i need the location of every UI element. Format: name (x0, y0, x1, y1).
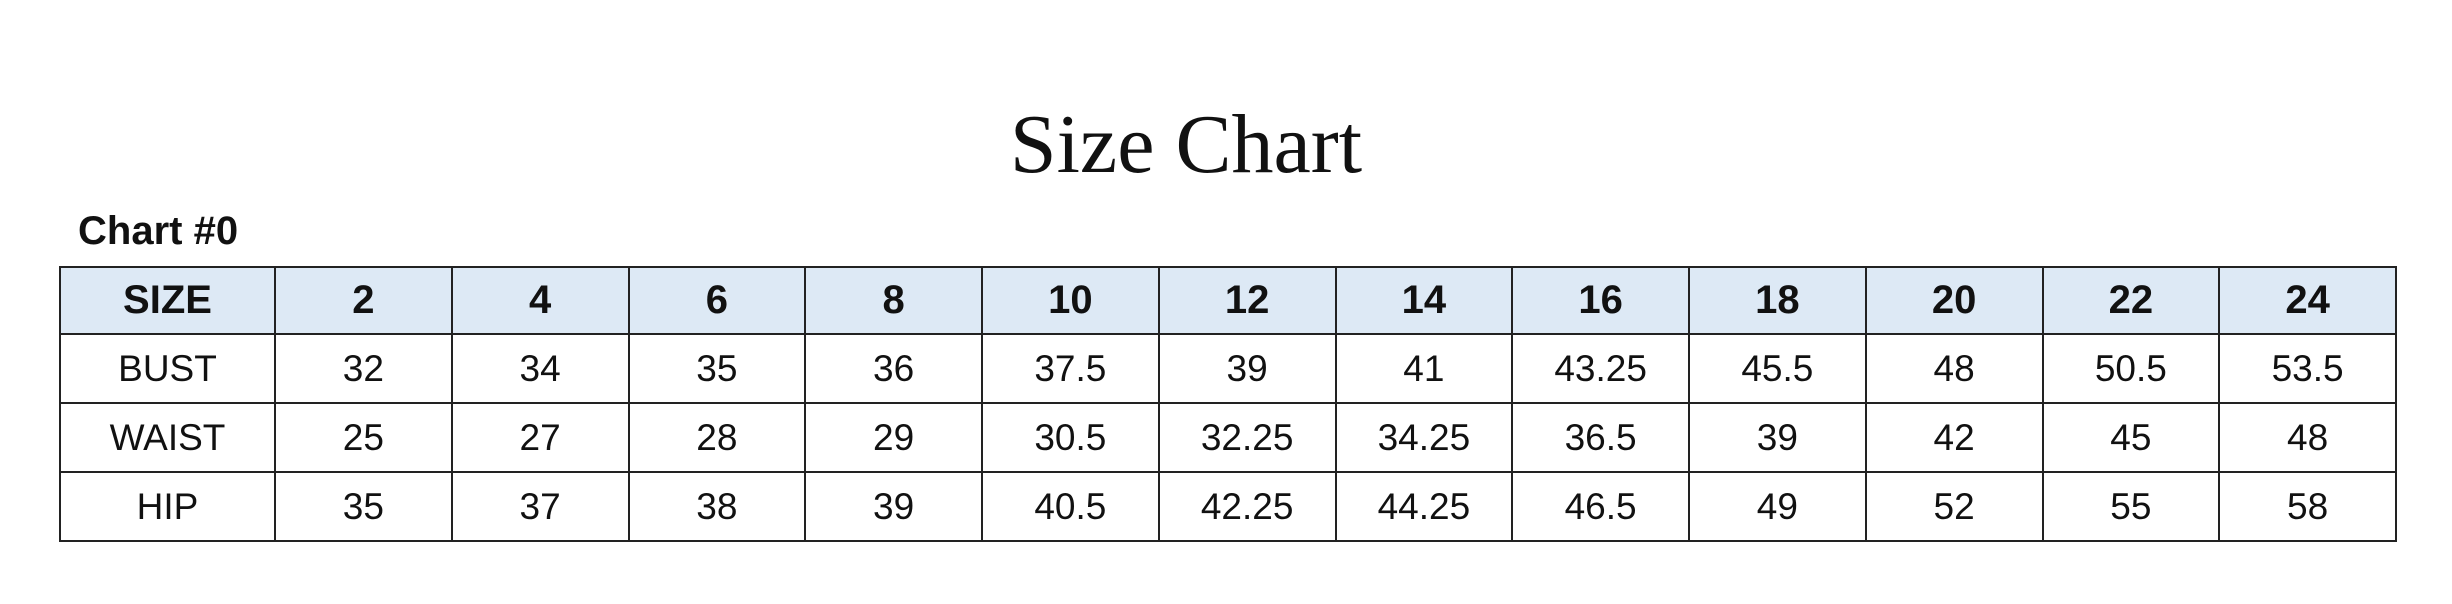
table-cell: 35 (627, 333, 807, 404)
table-cell: 43.25 (1511, 333, 1690, 404)
table-cell: 58 (2218, 471, 2397, 542)
table-cell: 42.25 (1157, 471, 1337, 542)
header-size-8: 8 (804, 266, 983, 335)
table-cell: 37 (450, 471, 630, 542)
table-cell: 49 (1688, 471, 1867, 542)
header-row: SIZE 2 4 6 8 10 12 14 16 18 20 22 24 (59, 266, 2397, 335)
table-cell: 46.5 (1511, 471, 1690, 542)
header-size-2: 2 (274, 266, 453, 335)
row-label: BUST (59, 333, 276, 404)
table-cell: 32.25 (1157, 402, 1337, 473)
header-size-10: 10 (981, 266, 1160, 335)
header-size-18: 18 (1688, 266, 1867, 335)
table-cell: 41 (1334, 333, 1514, 404)
table-cell: 35 (274, 471, 453, 542)
row-label: WAIST (59, 402, 276, 473)
table-cell: 39 (804, 471, 983, 542)
table-cell: 52 (1864, 471, 2044, 542)
page-title: Size Chart (1009, 98, 1363, 191)
table-cell: 39 (1688, 402, 1867, 473)
chart-subtitle: Chart #0 (78, 209, 239, 253)
table-row-hip: HIP 35 37 38 39 40.5 42.25 44.25 46.5 49 52 55 58 (59, 471, 2397, 542)
table-cell: 50.5 (2041, 333, 2221, 404)
header-size-16: 16 (1511, 266, 1690, 335)
table-cell: 27 (450, 402, 630, 473)
header-size-4: 4 (450, 266, 630, 335)
table-cell: 36 (804, 333, 983, 404)
table-cell: 34 (450, 333, 630, 404)
header-size-14: 14 (1334, 266, 1514, 335)
table-cell: 29 (804, 402, 983, 473)
header-size-22: 22 (2041, 266, 2221, 335)
table-row-waist: WAIST 25 27 28 29 30.5 32.25 34.25 36.5 39 42 45 48 (59, 402, 2397, 473)
header-size-12: 12 (1157, 266, 1337, 335)
table-cell: 32 (274, 333, 453, 404)
table-row-bust: BUST 32 34 35 36 37.5 39 41 43.25 45.5 48 50.5 53.5 (59, 333, 2397, 404)
table-cell: 28 (627, 402, 807, 473)
size-chart-table: SIZE 2 4 6 8 10 12 14 16 18 20 22 24 BUST 32 34 35 36 37.… (59, 266, 2397, 542)
header-size-24: 24 (2218, 266, 2397, 335)
table-cell: 44.25 (1334, 471, 1514, 542)
header-size-20: 20 (1864, 266, 2044, 335)
table-cell: 38 (627, 471, 807, 542)
table-cell: 53.5 (2218, 333, 2397, 404)
table-cell: 45.5 (1688, 333, 1867, 404)
table-cell: 42 (1864, 402, 2044, 473)
table-cell: 37.5 (981, 333, 1160, 404)
header-size-label: SIZE (59, 266, 276, 335)
table-cell: 30.5 (981, 402, 1160, 473)
header-size-6: 6 (627, 266, 807, 335)
table-cell: 55 (2041, 471, 2221, 542)
table-cell: 36.5 (1511, 402, 1690, 473)
table-cell: 45 (2041, 402, 2221, 473)
table-cell: 25 (274, 402, 453, 473)
row-label: HIP (59, 471, 276, 542)
table-cell: 48 (2218, 402, 2397, 473)
table-cell: 34.25 (1334, 402, 1514, 473)
table-cell: 39 (1157, 333, 1337, 404)
table-cell: 48 (1864, 333, 2044, 404)
table-cell: 40.5 (981, 471, 1160, 542)
